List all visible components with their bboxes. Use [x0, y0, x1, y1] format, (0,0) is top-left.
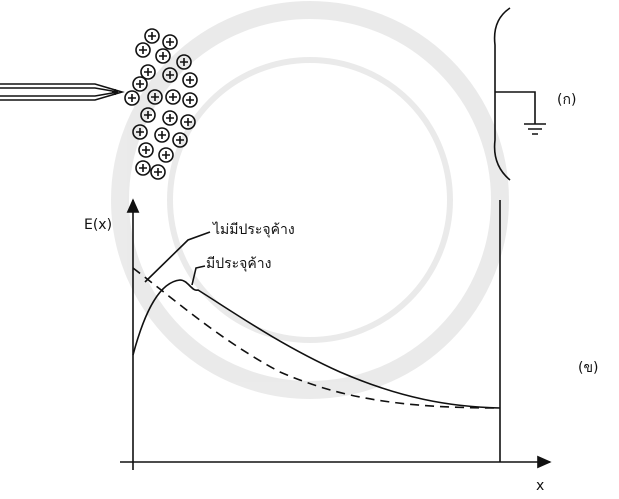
plus-sign	[139, 46, 147, 54]
plus-sign	[186, 76, 194, 84]
panel-label: (ข)	[578, 360, 599, 376]
y-axis-label: E(x)	[84, 217, 112, 233]
diagram: (ก) E(x) x ไม่มีประจุค้าง มีประจุค้าง (ข…	[0, 0, 619, 495]
plus-sign	[139, 164, 147, 172]
plus-sign	[186, 96, 194, 104]
plus-sign	[166, 114, 174, 122]
plus-sign	[166, 38, 174, 46]
plus-sign	[154, 168, 162, 176]
needle-electrode	[0, 84, 122, 100]
panel-label: (ก)	[557, 92, 576, 108]
plus-sign	[169, 93, 177, 101]
plus-sign	[158, 131, 166, 139]
plus-sign	[162, 151, 170, 159]
x-axis-label: x	[536, 478, 544, 494]
plus-sign	[128, 94, 136, 102]
plus-sign	[159, 52, 167, 60]
plus-sign	[142, 146, 150, 154]
plus-sign	[144, 68, 152, 76]
curve-label: มีประจุค้าง	[206, 256, 271, 272]
curve-label: ไม่มีประจุค้าง	[212, 221, 295, 238]
watermark	[120, 10, 500, 390]
plus-sign	[136, 80, 144, 88]
plus-sign	[148, 32, 156, 40]
